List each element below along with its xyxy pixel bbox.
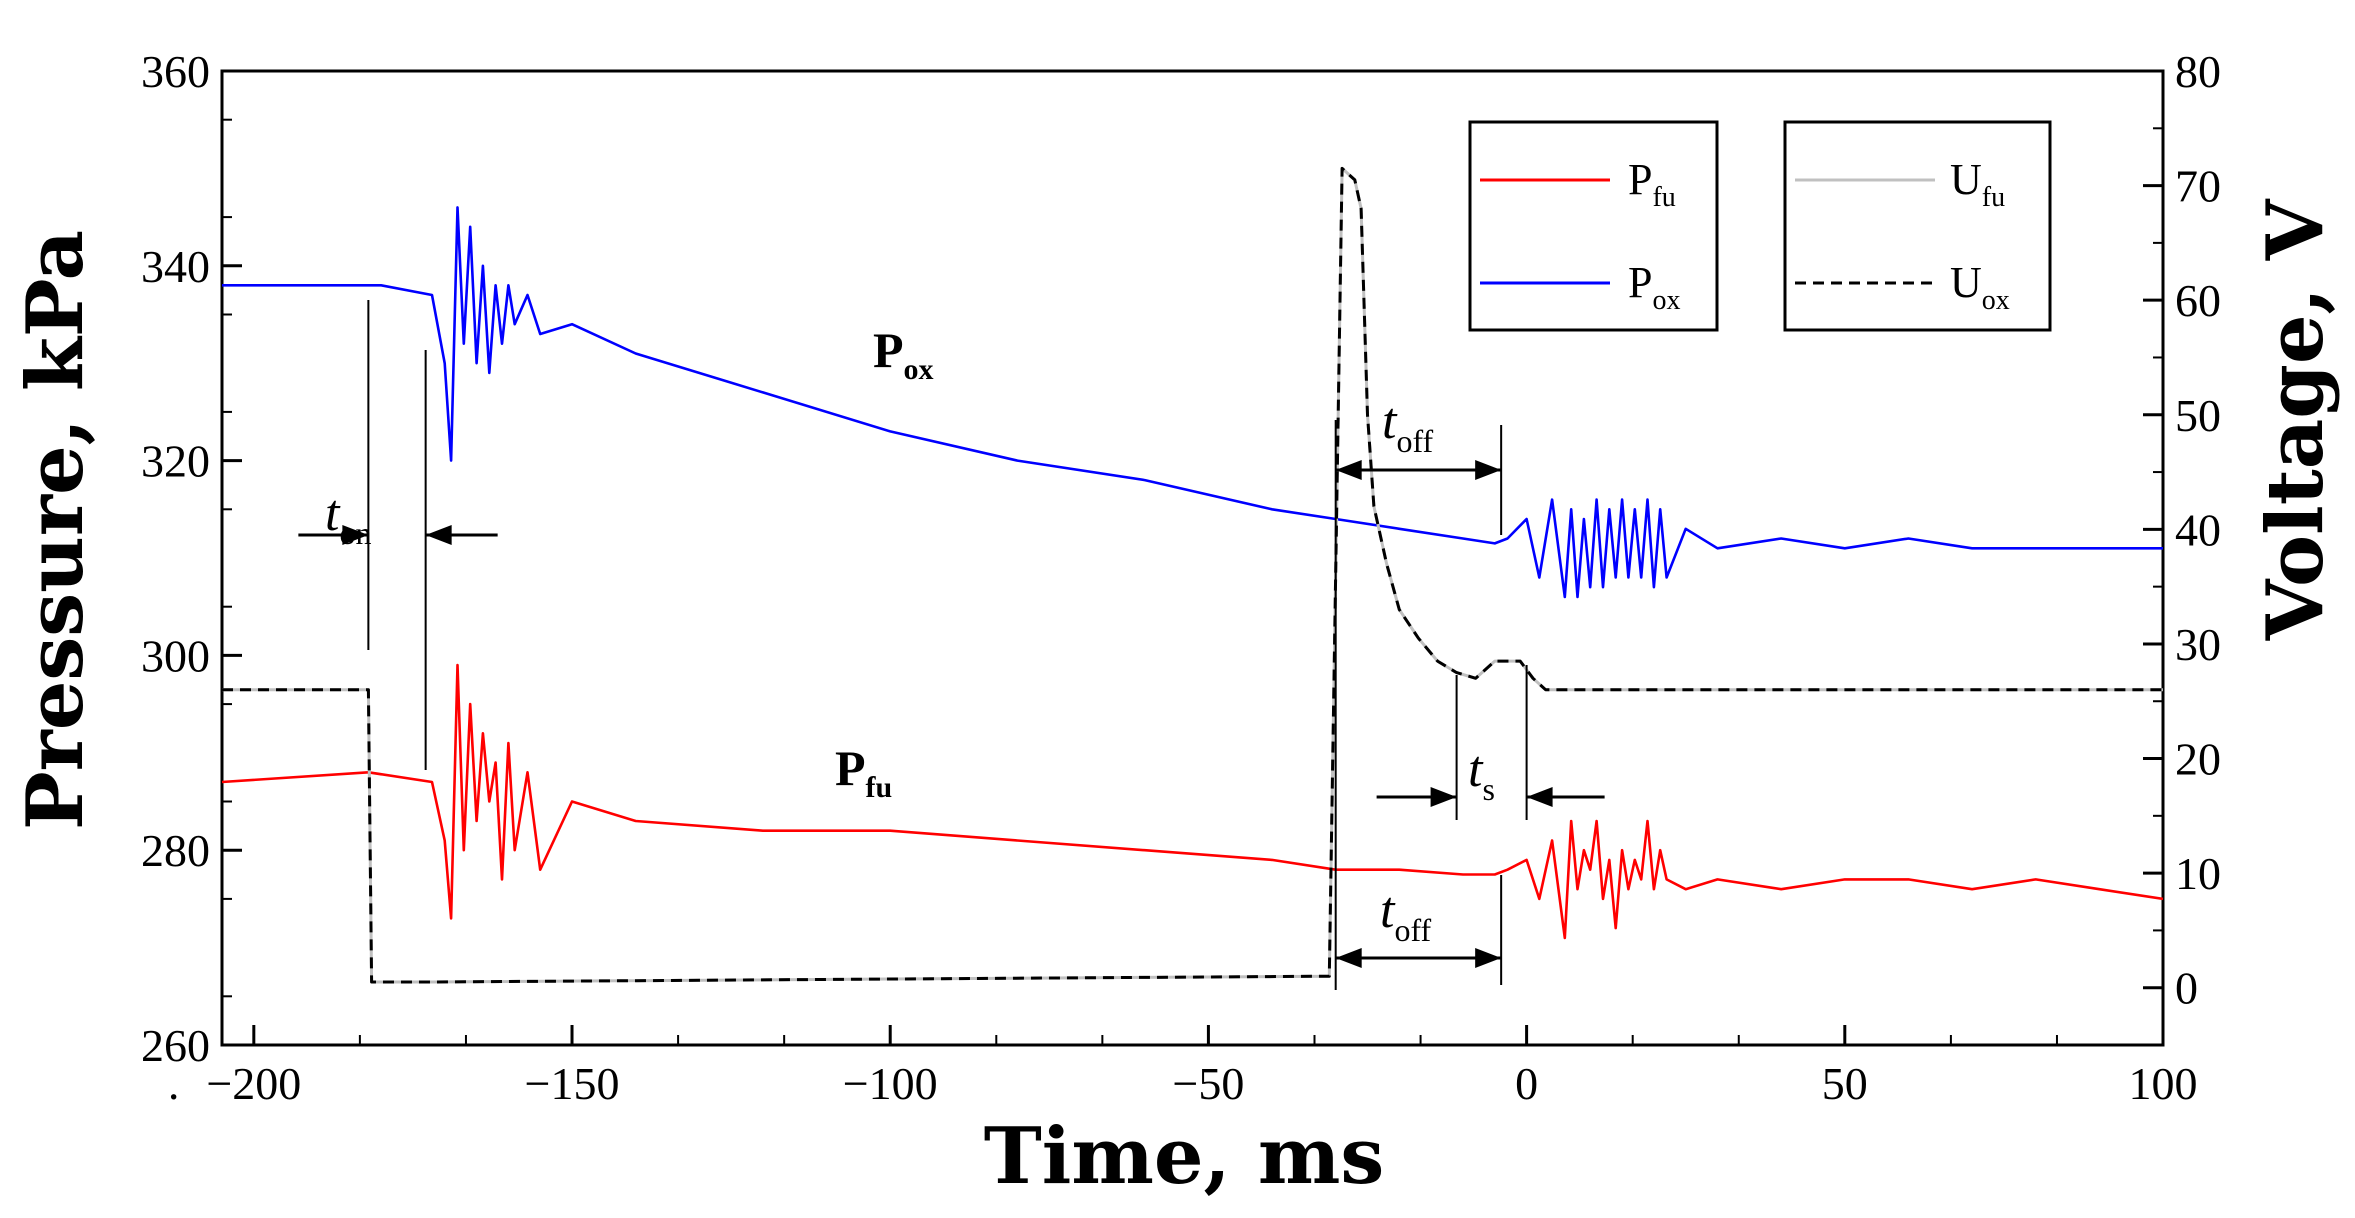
legend-box-voltage [1783,120,2052,332]
t-s-label: ts [1468,741,1495,807]
t-off-lower-arrowhead-left [1335,948,1362,968]
legend-label-u-fu: Ufu [1950,155,2005,213]
t-off-upper-arrowhead-right [1475,460,1502,480]
x-tick-label: −100 [843,1058,938,1109]
y-right-tick-label: 30 [2175,619,2221,670]
label-p-ox: Pox [873,322,934,386]
ticks-group: −200 −150 −100 −50 0 50 100 260 280 300 320 340 360 0… [141,46,2221,1109]
annotations-group: ton toff toff ts Pox Pfu [298,300,1605,990]
legend-label-p-ox: Pox [1628,258,1680,316]
y-left-tick-label: 340 [141,241,210,292]
t-off-upper-label: toff [1382,393,1434,459]
y-left-tick-label: 260 [141,1020,210,1071]
t-s-arrowhead-left [1430,787,1457,807]
legend-label-u-ox: Uox [1950,258,2010,316]
y-right-tick-label: 40 [2175,504,2221,555]
plot-frame [220,69,2165,1047]
y-right-tick-label: 20 [2175,734,2221,785]
legend-label-p-fu: Pfu [1628,155,1676,213]
y-left-tick-label: 300 [141,630,210,681]
plot-area [220,69,2165,1047]
x-tick-label: −200 [206,1058,301,1109]
x-tick-label: −150 [525,1058,620,1109]
x-tick-label: 0 [1515,1058,1538,1109]
y-right-tick-label: 60 [2175,275,2221,326]
t-off-lower-arrowhead-right [1475,948,1502,968]
y-right-tick-label: 50 [2175,390,2221,441]
label-p-fu: Pfu [835,740,892,804]
y-right-tick-label: 0 [2175,963,2198,1014]
series-line-p-fu [221,663,2164,940]
y-left-tick-label: 280 [141,825,210,876]
y-axis-title-left: Pressure, kPa [10,230,101,830]
t-on-arrowhead-right [425,525,452,545]
t-off-lower-label: toff [1380,882,1432,948]
y-left-tick-label: 360 [141,46,210,97]
stray-mark: · [166,1071,181,1122]
t-off-upper-arrowhead-left [1335,460,1362,480]
x-tick-label: 100 [2129,1058,2198,1109]
legend: Pfu Pox Ufu Uox [1468,120,2052,332]
series-group [221,166,2164,984]
y-right-tick-label: 10 [2175,848,2221,899]
y-right-tick-label: 80 [2175,46,2221,97]
y-right-tick-label: 70 [2175,161,2221,212]
t-s-arrowhead-right [1526,787,1553,807]
x-axis-title: Time, ms [984,1111,1385,1202]
legend-box-pressure [1468,120,1719,332]
t-on-arrowhead-left [342,525,369,545]
series-line-u-ox [222,166,2163,984]
series-line-p-ox [222,206,2163,599]
x-tick-label: 50 [1822,1058,1868,1109]
y-axis-title-right: Voltage, V [2250,198,2341,641]
y-left-tick-label: 320 [141,436,210,487]
x-tick-label: −50 [1172,1058,1244,1109]
t-on-label: ton [325,485,371,551]
